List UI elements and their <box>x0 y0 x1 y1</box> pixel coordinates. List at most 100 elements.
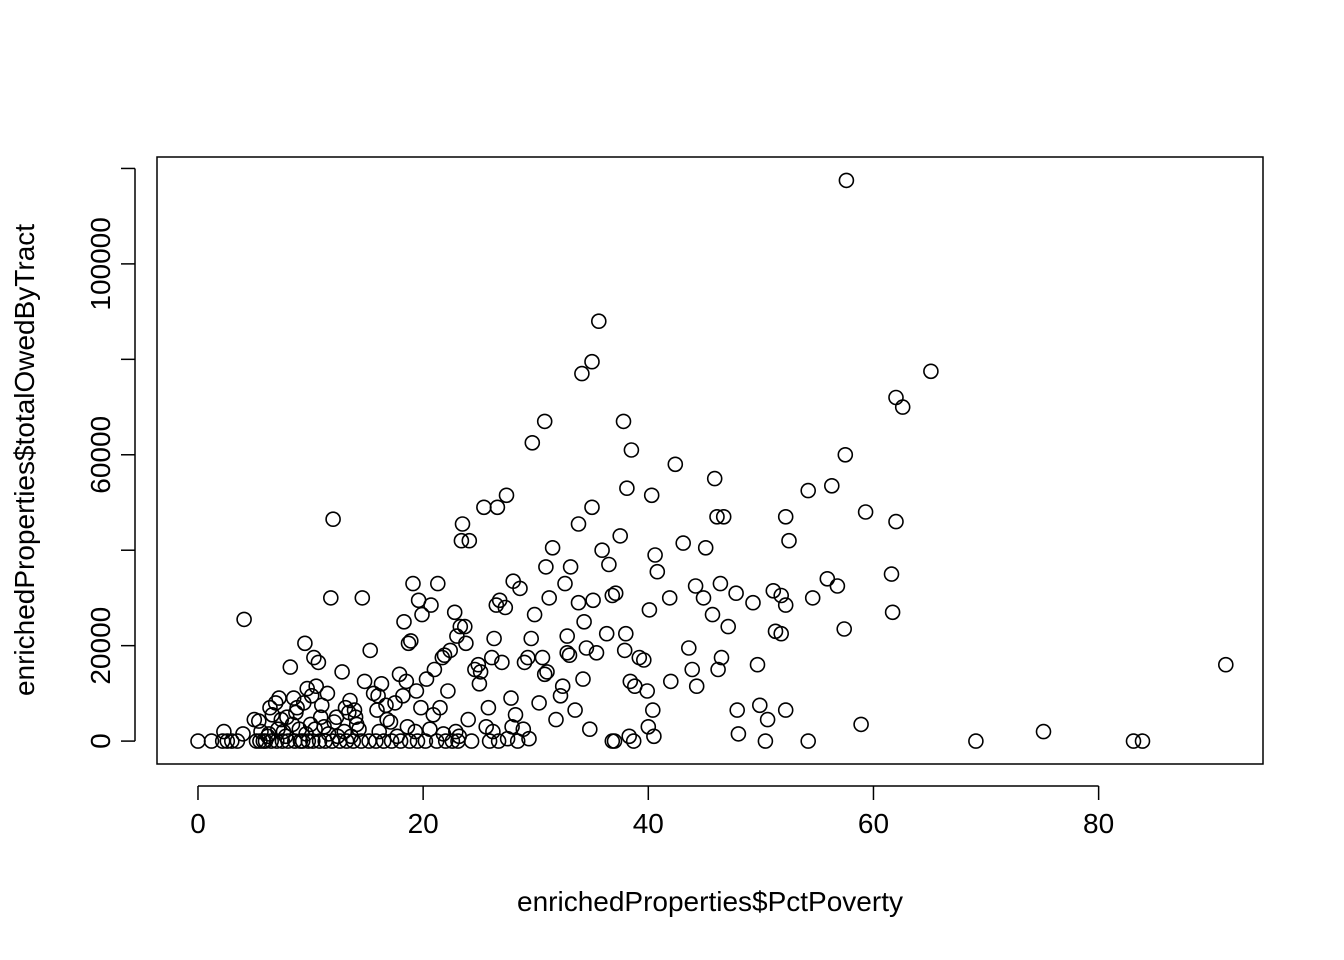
data-point <box>395 687 411 704</box>
data-point <box>472 664 489 680</box>
data-point <box>745 594 761 611</box>
data-point <box>392 733 409 749</box>
data-point <box>570 594 587 611</box>
data-point <box>489 499 506 516</box>
data-point <box>548 711 564 728</box>
data-point <box>461 532 478 549</box>
data-point <box>534 649 551 666</box>
data-point <box>288 704 304 721</box>
x-tick-label: 60 <box>858 808 889 839</box>
data-point <box>625 733 642 749</box>
data-point <box>800 482 817 499</box>
data-point <box>730 726 747 742</box>
data-point <box>541 590 558 606</box>
data-point <box>325 511 341 528</box>
data-point <box>453 532 470 549</box>
data-point <box>375 733 392 749</box>
data-point <box>303 687 320 704</box>
data-point <box>235 726 251 742</box>
data-point <box>561 647 578 664</box>
data-point <box>857 504 874 520</box>
data-point <box>688 678 705 695</box>
data-point <box>423 597 439 613</box>
data-point <box>715 508 732 525</box>
x-tick-label: 40 <box>633 808 664 839</box>
data-point <box>531 695 547 711</box>
data-point <box>749 656 766 673</box>
data-point <box>585 592 601 609</box>
data-point <box>447 723 464 740</box>
data-point <box>203 733 220 749</box>
data-point <box>398 673 415 690</box>
data-point <box>765 582 782 599</box>
data-point <box>267 695 284 711</box>
data-point <box>322 590 339 606</box>
data-point <box>451 728 468 745</box>
data-point <box>334 664 350 680</box>
data-point <box>1134 733 1151 749</box>
data-point <box>382 714 399 730</box>
data-point <box>300 733 317 749</box>
data-point <box>588 644 605 661</box>
data-point <box>277 728 294 745</box>
data-point <box>373 675 390 692</box>
data-point <box>635 652 652 668</box>
data-point <box>894 399 911 415</box>
data-point <box>606 733 623 749</box>
data-point <box>224 733 240 749</box>
data-point <box>413 699 429 716</box>
data-point <box>729 702 746 718</box>
data-point <box>578 640 595 656</box>
data-point <box>426 661 443 678</box>
data-point <box>836 621 853 637</box>
data-point <box>368 733 384 749</box>
data-point <box>704 606 721 623</box>
data-point <box>452 618 469 635</box>
data-point <box>576 613 592 630</box>
data-point <box>584 353 600 370</box>
data-point <box>526 606 543 623</box>
data-point <box>647 547 663 563</box>
data-point <box>728 585 744 602</box>
data-point <box>504 718 520 735</box>
data-point <box>503 690 519 706</box>
data-point <box>485 723 501 740</box>
data-point <box>512 580 528 597</box>
data-point <box>282 659 299 675</box>
data-point <box>581 721 598 738</box>
data-point <box>379 711 395 728</box>
data-point <box>454 516 471 532</box>
data-point <box>884 604 901 621</box>
data-point <box>968 733 984 749</box>
data-point <box>644 702 661 718</box>
data-point <box>662 673 679 690</box>
data-point <box>362 642 379 659</box>
data-point <box>649 563 666 580</box>
data-point <box>559 644 576 661</box>
y-tick-label: 20000 <box>85 607 116 685</box>
data-point <box>313 697 330 714</box>
data-point <box>284 716 301 733</box>
data-point <box>594 542 610 559</box>
data-point <box>544 539 561 556</box>
x-ticks: 0 20 40 60 80 <box>190 786 1114 839</box>
data-point <box>405 575 421 592</box>
data-point <box>408 683 425 699</box>
data-point <box>399 718 416 735</box>
data-point <box>640 718 657 735</box>
data-point <box>777 508 794 525</box>
data-point <box>356 673 373 690</box>
data-point <box>446 604 463 621</box>
data-point <box>471 675 488 692</box>
data-point <box>476 499 492 516</box>
data-point <box>559 628 576 644</box>
data-point <box>536 666 553 683</box>
data-point <box>777 702 794 718</box>
data-point <box>853 716 869 733</box>
data-point <box>524 434 541 451</box>
data-point <box>720 618 737 635</box>
data-point <box>407 723 424 740</box>
data-point <box>757 733 774 749</box>
data-point <box>310 654 327 671</box>
data-point <box>777 597 794 613</box>
